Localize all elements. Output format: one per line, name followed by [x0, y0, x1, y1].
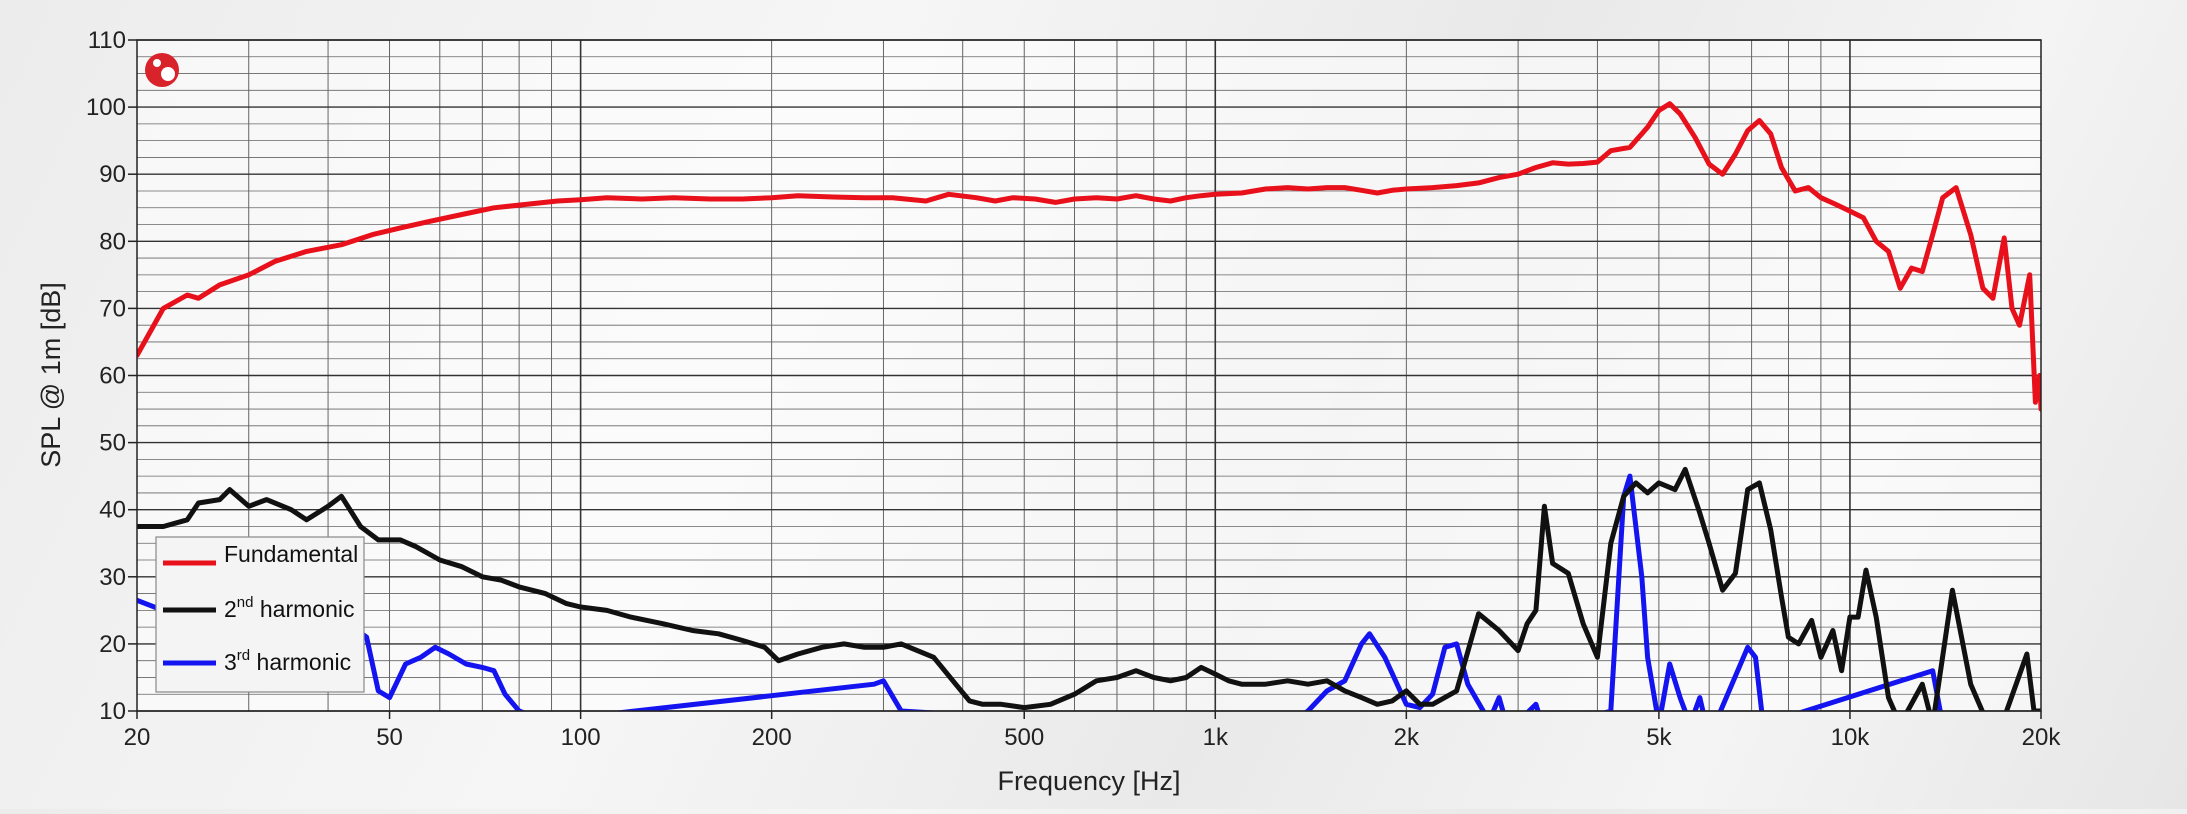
y-tick-label-60: 60 [99, 363, 126, 390]
legend: Fundamental 2nd harmonic 3rd harmonic [155, 536, 365, 693]
x-tick-label-10k: 10k [1831, 724, 1871, 751]
x-tick-label-500: 500 [1004, 724, 1044, 751]
x-tick-label-20k: 20k [2022, 724, 2062, 751]
series-line-fundamental [137, 101, 2041, 412]
x-tick-label-20: 20 [124, 724, 151, 751]
series-layer [137, 101, 2041, 711]
y-tick-label-90: 90 [99, 161, 126, 188]
series-line-3rd-harmonic [137, 473, 1943, 711]
y-axis-ticks: 10 20 30 40 50 60 70 80 90 100 110 [86, 27, 137, 725]
brand-logo-icon [145, 53, 179, 87]
x-tick-label-1k: 1k [1203, 724, 1229, 751]
series-line-2nd-harmonic [137, 466, 2041, 711]
x-tick-label-100: 100 [561, 724, 601, 751]
y-axis-title: SPL @ 1m [dB] [36, 282, 66, 467]
x-tick-label-200: 200 [752, 724, 792, 751]
y-tick-label-10: 10 [99, 698, 126, 725]
y-tick-label-70: 70 [99, 295, 126, 322]
legend-label-fundamental: Fundamental [224, 541, 358, 567]
y-tick-label-110: 110 [88, 27, 126, 54]
x-tick-label-5k: 5k [1646, 724, 1672, 751]
y-tick-label-50: 50 [99, 430, 126, 457]
x-axis-title: Frequency [Hz] [997, 766, 1180, 796]
y-tick-label-100: 100 [86, 94, 126, 121]
y-tick-label-80: 80 [99, 228, 126, 255]
y-tick-label-40: 40 [99, 497, 126, 524]
y-tick-label-30: 30 [99, 564, 126, 591]
x-axis-ticks: 20 50 100 200 500 1k 2k 5k 10k 20k [124, 711, 2062, 751]
x-tick-label-50: 50 [376, 724, 403, 751]
y-tick-label-20: 20 [99, 631, 126, 658]
x-tick-label-2k: 2k [1394, 724, 1420, 751]
